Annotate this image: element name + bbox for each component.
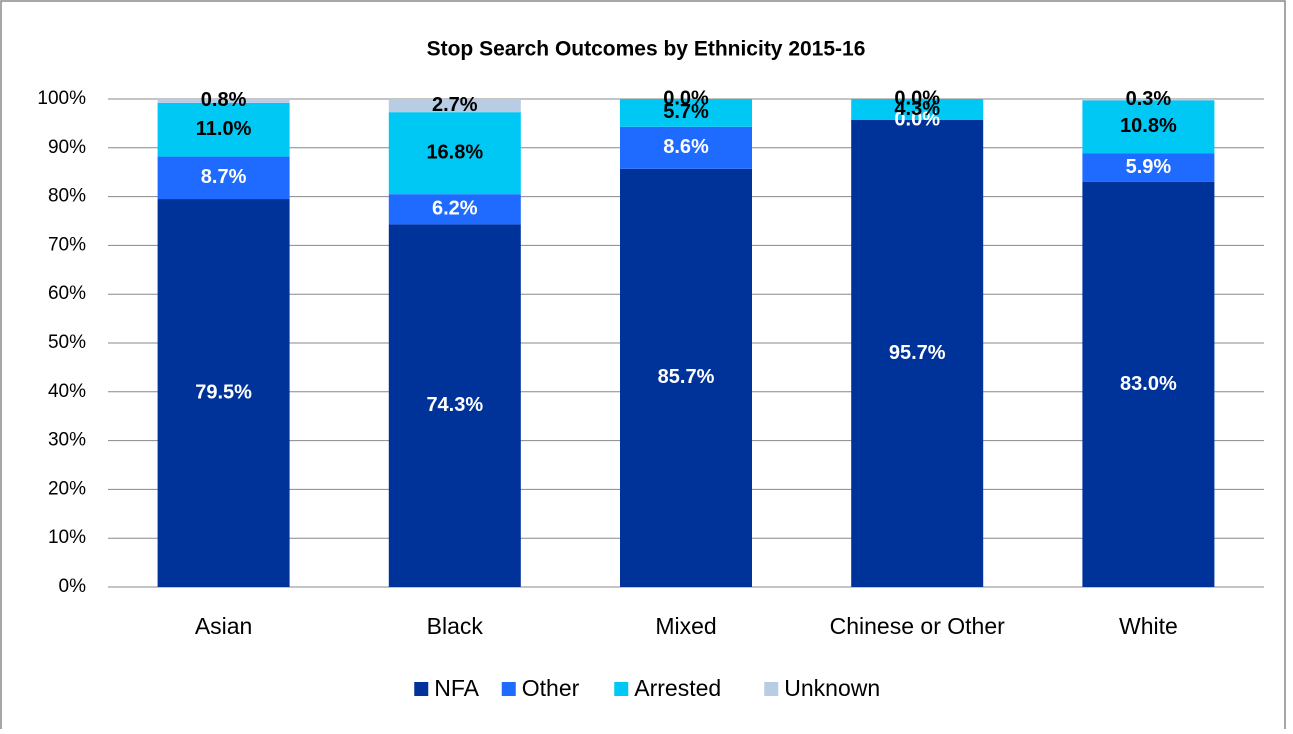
data-label: 83.0%	[1120, 373, 1177, 395]
data-label: 5.7%	[663, 101, 709, 123]
bar-segment	[620, 168, 752, 587]
bar-segment	[620, 126, 752, 169]
y-tick-label: 50%	[48, 332, 86, 353]
data-label: 74.3%	[426, 394, 483, 416]
y-tick-label: 70%	[48, 234, 86, 255]
legend-label: Arrested	[634, 675, 721, 701]
data-label: 6.2%	[432, 198, 478, 220]
data-label: 0.0%	[894, 108, 940, 130]
legend-label: Other	[522, 675, 580, 701]
bar-segment	[388, 194, 521, 225]
data-label: 11.0%	[196, 118, 252, 140]
data-label: 16.8%	[426, 141, 483, 163]
bar-segment	[1082, 100, 1215, 154]
bar-segment	[851, 119, 984, 587]
bar-segment	[1082, 99, 1215, 101]
bar-segment	[388, 99, 521, 113]
data-label: 0.8%	[201, 89, 247, 111]
data-label: 10.8%	[1120, 115, 1177, 137]
bar-segment	[388, 224, 521, 587]
x-tick-label: Asian	[195, 613, 253, 639]
bar-segment	[620, 99, 752, 127]
data-label: 8.7%	[201, 166, 247, 188]
y-tick-label: 60%	[48, 283, 86, 304]
y-tick-label: 0%	[59, 576, 87, 597]
y-tick-label: 80%	[48, 186, 86, 207]
legend-label: Unknown	[784, 675, 880, 701]
bar-segment	[157, 199, 290, 588]
y-tick-label: 30%	[48, 430, 86, 451]
x-tick-label: Chinese or Other	[830, 613, 1005, 639]
data-label: 0.3%	[1126, 88, 1172, 110]
data-label: 85.7%	[658, 366, 715, 388]
y-tick-label: 100%	[37, 88, 86, 109]
legend-swatch	[614, 682, 629, 696]
y-tick-label: 10%	[48, 527, 86, 548]
data-label: 4.3%	[894, 98, 940, 120]
data-label: 5.9%	[1126, 156, 1172, 178]
legend-swatch	[414, 682, 429, 696]
y-tick-label: 40%	[48, 381, 86, 402]
bar-segment	[388, 112, 521, 195]
legend-swatch	[764, 682, 779, 696]
data-label: 79.5%	[195, 381, 252, 403]
bar-segment	[157, 99, 290, 103]
bar-segment	[157, 102, 290, 157]
legend-swatch	[501, 682, 516, 696]
chart-title: Stop Search Outcomes by Ethnicity 2015-1…	[427, 38, 866, 61]
bar-segment	[851, 99, 984, 120]
x-tick-label: White	[1119, 613, 1178, 639]
x-tick-label: Mixed	[655, 613, 716, 639]
legend-label: NFA	[434, 675, 479, 701]
data-label: 0.0%	[894, 87, 940, 109]
y-tick-label: 20%	[48, 478, 86, 499]
data-label: 8.6%	[663, 136, 709, 158]
data-label: 95.7%	[889, 342, 946, 364]
bar-segment	[157, 156, 290, 200]
x-tick-label: Black	[427, 613, 484, 639]
bar-segment	[1082, 153, 1215, 182]
y-tick-label: 90%	[48, 137, 86, 158]
bar-segment	[1082, 181, 1215, 587]
data-label: 2.7%	[432, 94, 478, 116]
data-label: 0.0%	[663, 87, 709, 109]
